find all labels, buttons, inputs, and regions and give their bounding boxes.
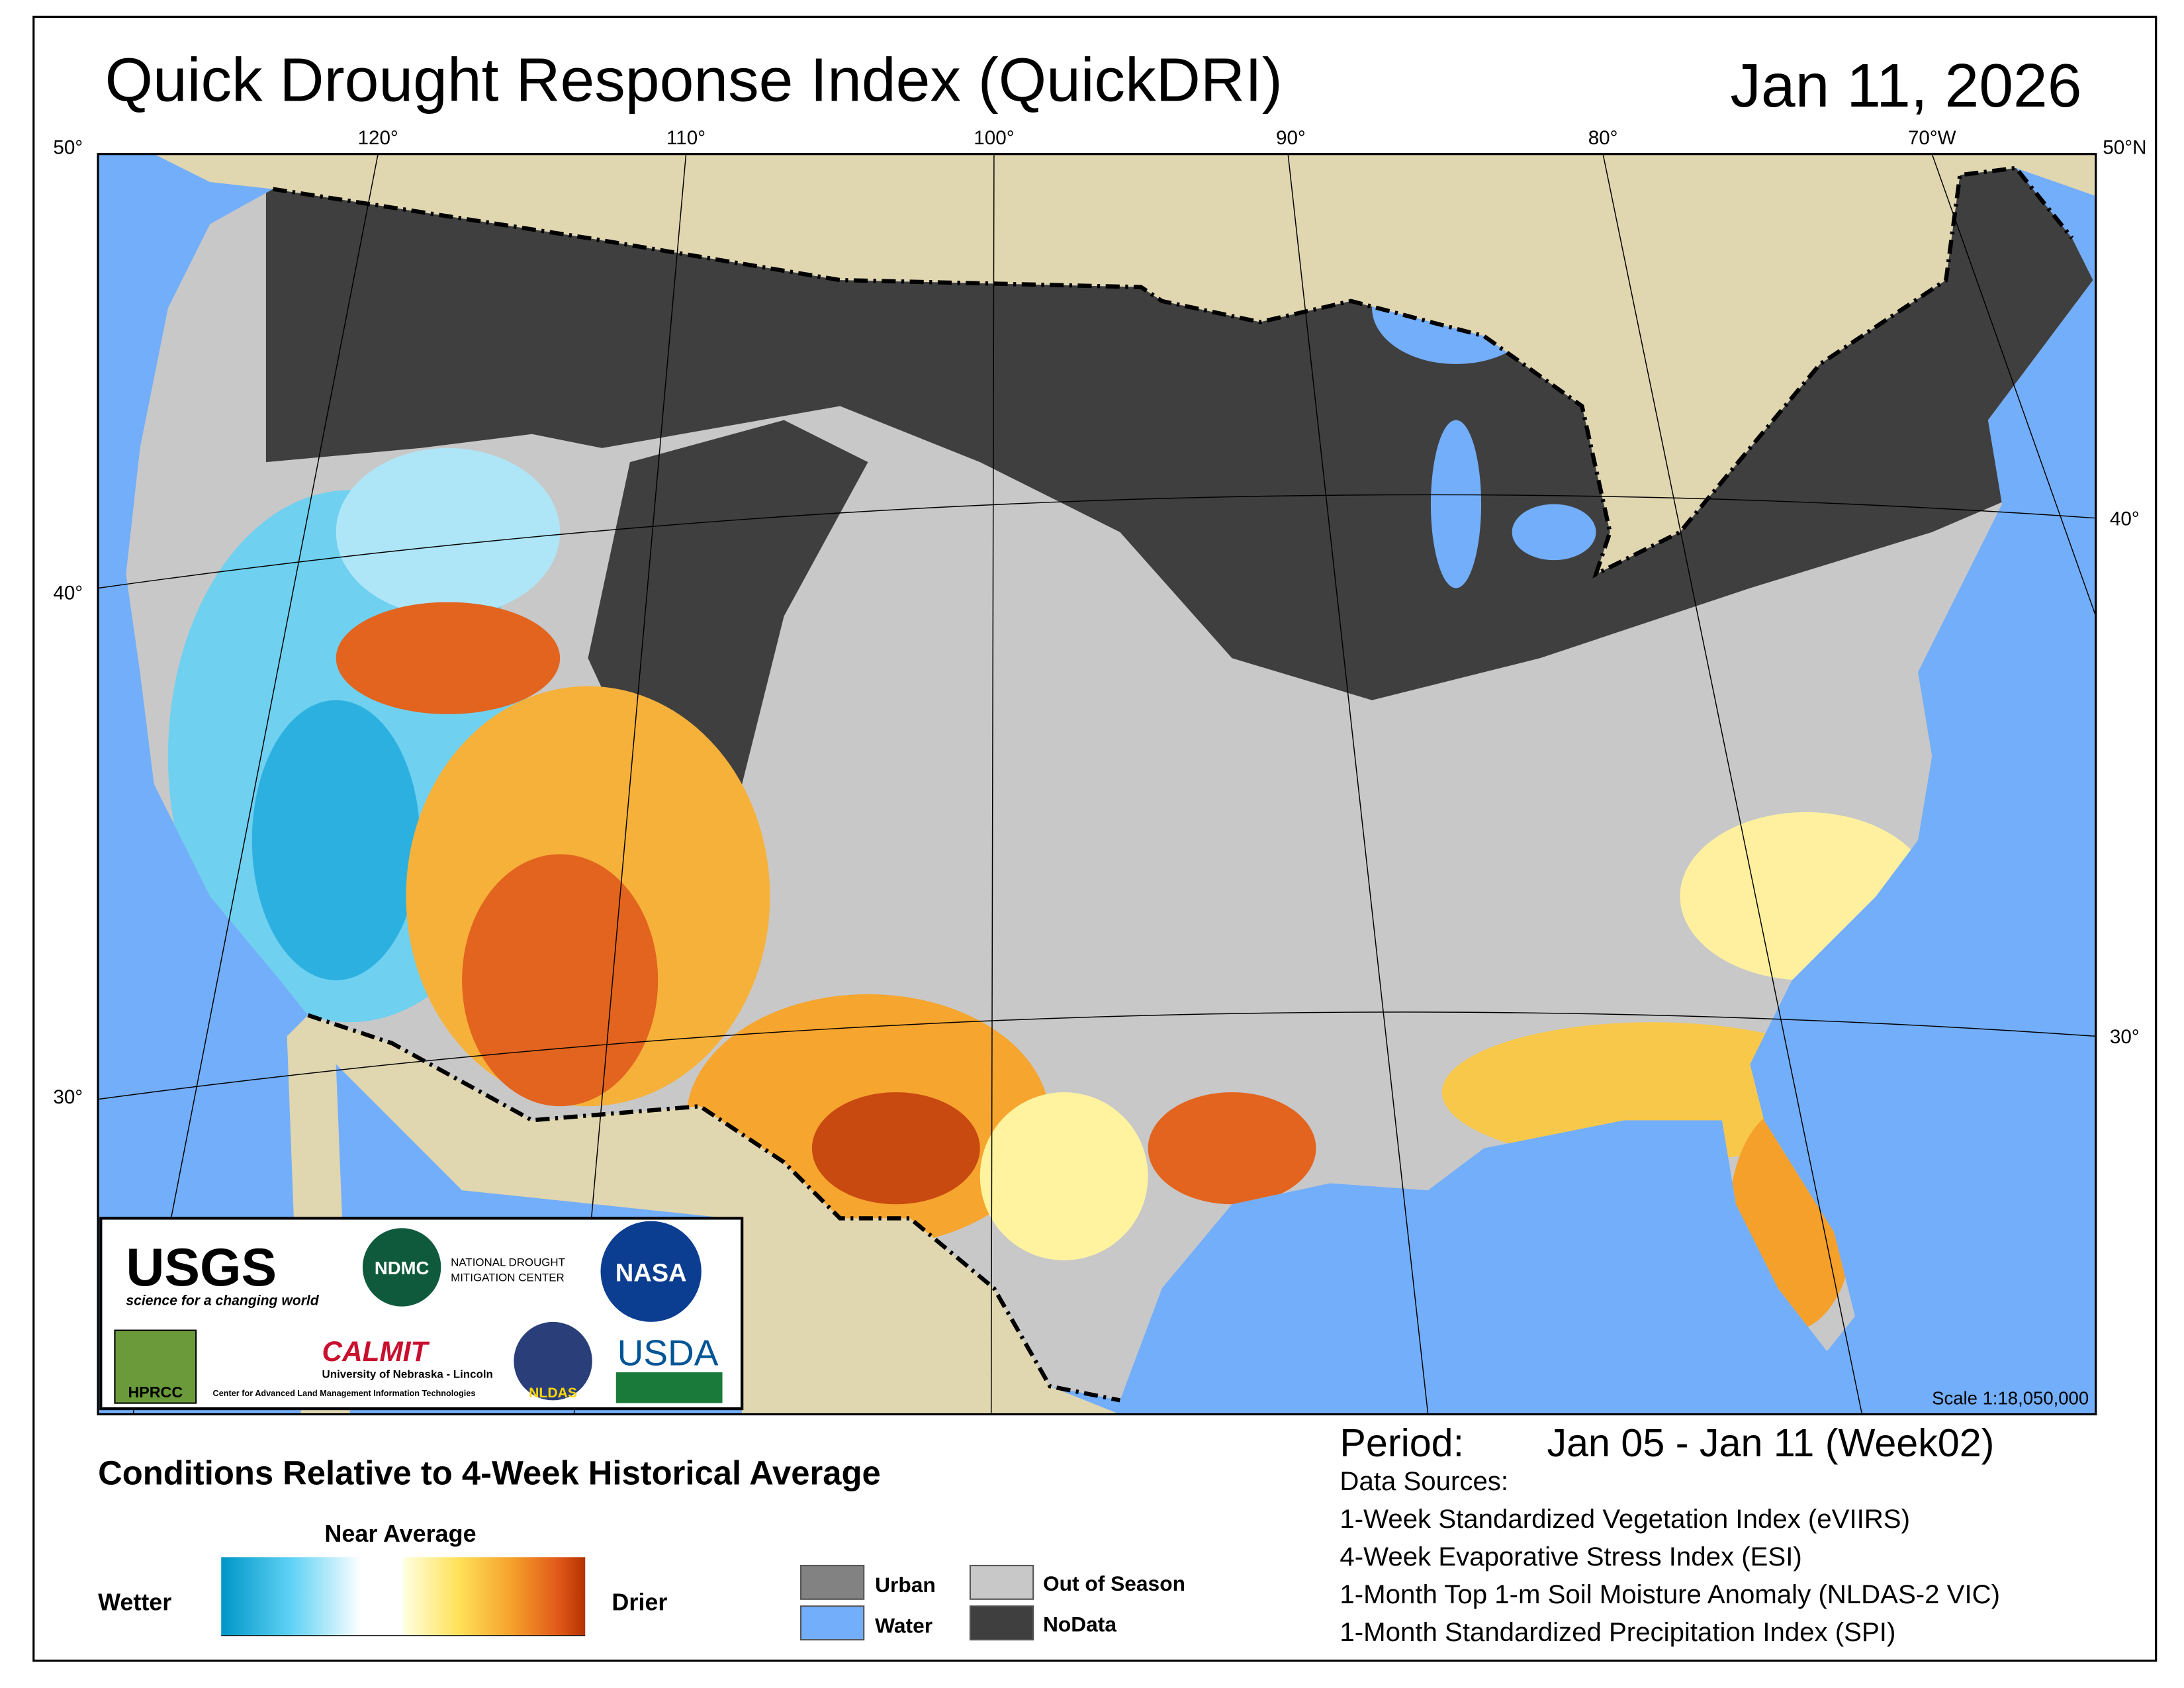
swatch-out-of-season	[969, 1564, 1034, 1600]
sources-title: Data Sources:	[1340, 1466, 1508, 1496]
logo-nasa: NASA	[615, 1260, 687, 1288]
legend-label: Wetter	[98, 1589, 171, 1616]
logo-ndmc: NDMC	[375, 1258, 430, 1278]
lon-label: 80°	[1588, 127, 1618, 149]
period: Jan 05 - Jan 11 (Week02)	[1547, 1421, 1995, 1465]
outer-border	[32, 15, 2158, 1662]
source: 1-Month Standardized Precipitation Index…	[1340, 1617, 1895, 1647]
logo-text: NATIONAL DROUGHT	[451, 1256, 565, 1268]
source: 1-Month Top 1-m Soil Moisture Anomaly (N…	[1340, 1579, 2000, 1609]
info: Period: Jan 05 - Jan 11 (Week02) Data So…	[1340, 1421, 2000, 1647]
logo-text: science for a changing world	[126, 1293, 319, 1309]
source: 4-Week Evaporative Stress Index (ESI)	[1340, 1542, 1801, 1571]
lat-label: 40°	[53, 582, 83, 604]
lat-label: 50°N	[2103, 137, 2146, 159]
legend-class: Urban	[875, 1573, 936, 1597]
legend-class: Water	[875, 1614, 933, 1638]
logo-calmit: CALMIT	[322, 1336, 430, 1367]
logo-text: MITIGATION CENTER	[451, 1272, 565, 1284]
mexico	[287, 1015, 1120, 1415]
legend: Conditions Relative to 4-Week Historical…	[98, 1454, 1185, 1641]
lon-label: 70°W	[1908, 127, 1956, 149]
lat-label: 50°	[53, 137, 83, 159]
legend-label: Near Average	[324, 1520, 476, 1547]
logo-text: Center for Advanced Land Management Info…	[213, 1389, 476, 1398]
lon-label: 120°	[358, 127, 398, 149]
drier-ramp	[403, 1557, 586, 1636]
lat-label: 30°	[2110, 1026, 2140, 1048]
source: 1-Week Standardized Vegetation Index (eV…	[1340, 1504, 1910, 1534]
logo-ndmc-badge	[362, 1228, 441, 1307]
logo-text: University of Nebraska - Lincoln	[322, 1368, 493, 1381]
legend-class: Out of Season	[1043, 1571, 1185, 1595]
border	[273, 165, 2074, 1403]
lon-label: 90°	[1276, 127, 1306, 149]
logo-usda-band	[615, 1372, 723, 1403]
swatch-nodata	[969, 1605, 1034, 1641]
wetter-ramp	[221, 1557, 361, 1636]
graticule	[98, 154, 2096, 1415]
logo-nldas-badge	[514, 1321, 592, 1401]
logo-usgs: USGS	[126, 1238, 277, 1297]
lon-label: 110°	[666, 127, 705, 149]
logo-nldas: NLDAS	[529, 1385, 577, 1401]
lon-label: 100°	[974, 127, 1014, 149]
canada	[98, 154, 2096, 575]
scale: Scale 1:18,050,000	[1932, 1388, 2089, 1409]
date: Jan 11, 2026	[1730, 51, 2081, 120]
map-frame	[97, 153, 2097, 1416]
logo-nasa-badge	[600, 1221, 702, 1322]
graticule-labels: 120° 110° 100° 90° 80° 70°W 50° 40° 30° …	[53, 127, 2146, 1108]
swatch-water	[799, 1605, 865, 1641]
logo-usda: USDA	[617, 1333, 719, 1374]
lat-label: 40°	[2110, 508, 2140, 530]
period-label: Period:	[1340, 1421, 1464, 1465]
legend-label: Drier	[612, 1589, 667, 1616]
legend-heading: Conditions Relative to 4-Week Historical…	[98, 1454, 881, 1491]
title: Quick Drought Response Index (QuickDRI)	[105, 45, 1283, 114]
logo-hprcc: HPRCC	[128, 1383, 183, 1401]
map: USGS science for a changing world NDMC N…	[98, 154, 2096, 1415]
logo-hprcc-box	[114, 1329, 197, 1404]
swatch-urban	[799, 1564, 865, 1600]
legend-class: NoData	[1043, 1612, 1116, 1636]
lat-label: 30°	[53, 1086, 83, 1108]
